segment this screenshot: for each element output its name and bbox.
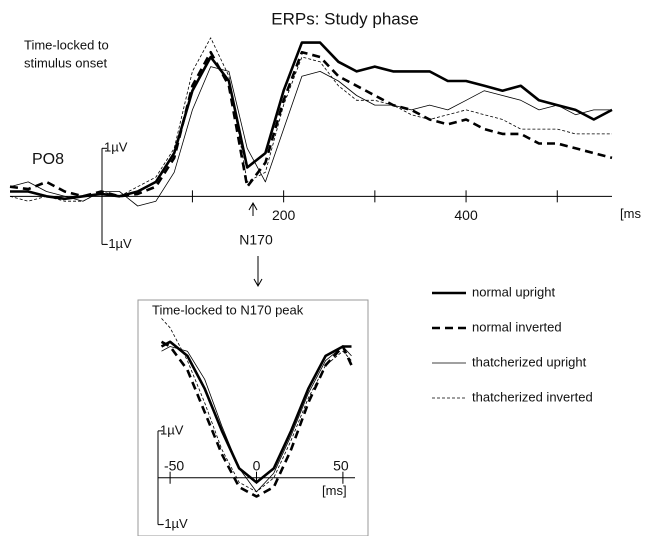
y-tick-label: 1µV — [160, 422, 184, 437]
y-tick-label: -1µV — [104, 236, 132, 251]
x-tick-label: 200 — [272, 207, 296, 223]
legend-label: normal upright — [472, 284, 555, 299]
y-tick-label: -1µV — [160, 516, 188, 531]
channel-label: PO8 — [32, 151, 64, 168]
annotation: stimulus onset — [24, 55, 107, 70]
marker-label: N170 — [239, 232, 273, 248]
series-line — [161, 318, 352, 493]
legend-label: thatcherized inverted — [472, 389, 593, 404]
series-line — [9, 37, 612, 202]
arrow-down-head — [253, 278, 263, 288]
legend-label: thatcherized upright — [472, 354, 587, 369]
annotation: Time-locked to — [24, 37, 109, 52]
series-line — [160, 340, 352, 484]
x-tick-label: 400 — [454, 207, 478, 223]
x-unit: [ms] — [322, 483, 347, 498]
x-tick-label: 50 — [333, 457, 349, 473]
chart-title: Time-locked to N170 peak — [152, 302, 304, 317]
y-tick-label: 1µV — [104, 140, 128, 155]
chart-title: ERPs: Study phase — [271, 9, 418, 28]
x-tick-label: -50 — [164, 457, 184, 473]
arrow-up-head — [248, 201, 258, 211]
x-unit: [ms — [620, 206, 641, 221]
inset-frame — [137, 299, 369, 536]
legend-label: normal inverted — [472, 319, 562, 334]
series-line — [160, 340, 353, 498]
series-line — [9, 66, 612, 207]
x-tick-label: 0 — [253, 457, 261, 473]
